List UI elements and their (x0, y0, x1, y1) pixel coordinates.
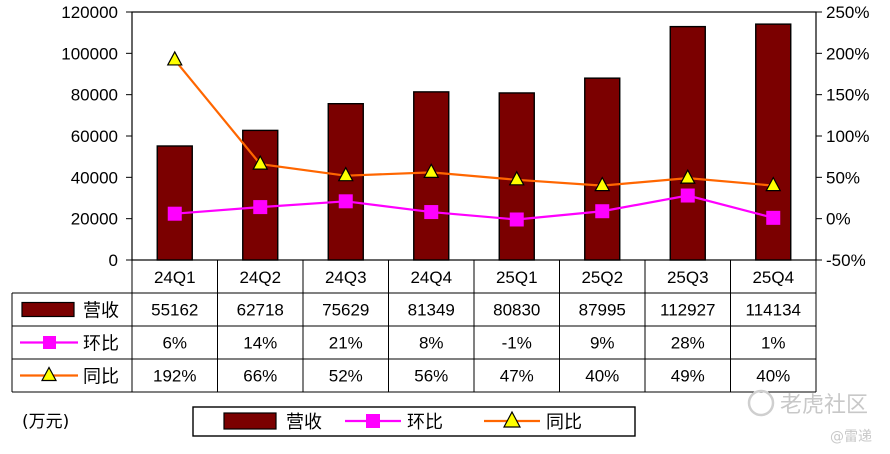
y-tick-label: 100000 (61, 44, 118, 63)
plot-area (131, 11, 817, 261)
y2-tick-label: 100% (826, 127, 869, 146)
point-square-marker (338, 194, 353, 209)
data-cell: 28% (671, 334, 705, 353)
data-cell: 14% (243, 334, 277, 353)
data-cell: 62718 (237, 301, 284, 320)
y-tick-label: 120000 (61, 3, 118, 22)
point-square-marker (595, 204, 610, 219)
data-cell: 40% (756, 367, 790, 386)
point-triangle-marker (423, 163, 440, 178)
data-cell: 87995 (579, 301, 626, 320)
category-label: 25Q4 (752, 268, 794, 287)
row-key-bar-icon (21, 301, 75, 318)
y2-tick-label: 50% (826, 168, 860, 187)
point-square-marker (680, 188, 695, 203)
point-triangle-marker (508, 170, 525, 186)
watermark-logo-icon (747, 389, 775, 417)
data-cell: 75629 (322, 301, 369, 320)
y-axis-left: 0 20000 40000 60000 80000 100000 120000 (61, 3, 132, 270)
category-label: 24Q4 (410, 268, 452, 287)
y-tick-label: 20000 (71, 210, 118, 229)
category-label: 24Q1 (154, 268, 196, 287)
data-cell: 1% (761, 334, 786, 353)
legend: 营收 环比 同比 (192, 406, 636, 437)
row-header-label: 营收 (83, 301, 119, 322)
legend-label: 同比 (546, 412, 582, 433)
y-tick-label: 40000 (71, 168, 118, 187)
data-cell: -1% (502, 334, 532, 353)
point-triangle-marker (594, 176, 611, 192)
data-table: 24Q1 24Q2 24Q3 24Q4 25Q1 25Q2 25Q3 25Q4 营收 55162 6… (11, 259, 817, 393)
point-triangle-marker (765, 176, 782, 192)
point-square-marker (509, 212, 524, 227)
point-triangle-marker (252, 154, 269, 170)
data-cell: 55162 (151, 301, 198, 320)
plot-frame (131, 11, 817, 261)
data-cell: 81349 (408, 301, 455, 320)
data-cell: 9% (590, 334, 615, 353)
data-cell: 80830 (493, 301, 540, 320)
data-cell: 49% (671, 367, 705, 386)
row-header-label: 环比 (83, 334, 119, 355)
category-label: 24Q2 (239, 268, 281, 287)
bar (156, 145, 193, 261)
series-line (174, 194, 774, 221)
point-triangle-marker (337, 166, 354, 182)
bar (327, 103, 364, 261)
data-cell: 21% (329, 334, 363, 353)
data-cell: 112927 (660, 301, 715, 320)
row-key-square-icon (43, 336, 56, 349)
y-tick-label: 60000 (71, 127, 118, 146)
unit-label: (万元) (22, 412, 69, 432)
point-triangle-marker (679, 168, 696, 184)
point-square-marker (766, 210, 781, 225)
legend-label: 营收 (286, 412, 322, 433)
y-tick-label: 0 (109, 251, 118, 270)
watermark-text: 老虎社区 (780, 393, 868, 418)
data-cell: 52% (329, 367, 363, 386)
legend-key-bar-icon (223, 412, 277, 430)
y-tick-label: 80000 (71, 86, 118, 105)
y2-tick-label: 200% (826, 44, 869, 63)
data-cell: 192% (153, 367, 196, 386)
point-triangle-marker (166, 50, 183, 66)
data-cell: 6% (162, 334, 187, 353)
category-label: 25Q1 (496, 268, 538, 287)
bar (242, 129, 279, 261)
y-axis-right: -50% 0% 50% 100% 150% 200% 250% (816, 3, 869, 270)
row-key-triangle-icon (40, 366, 58, 382)
revenue-bars (156, 23, 792, 261)
data-cell: 66% (243, 367, 277, 386)
watermark: 老虎社区 @雷递 (747, 389, 872, 445)
y2-tick-label: -50% (826, 251, 866, 270)
legend-label: 环比 (407, 412, 443, 433)
row-header-label: 同比 (83, 367, 119, 388)
point-square-marker (253, 200, 268, 215)
percent-lines (166, 50, 782, 227)
bar (584, 77, 621, 261)
series-line (173, 59, 774, 187)
data-cell: 40% (585, 367, 619, 386)
category-label: 25Q3 (667, 268, 709, 287)
y2-tick-label: 250% (826, 3, 869, 22)
y2-tick-label: 0% (826, 210, 851, 229)
bar (669, 25, 706, 261)
point-square-marker (167, 206, 182, 221)
y2-tick-label: 150% (826, 86, 869, 105)
legend-key-triangle-icon (503, 410, 521, 428)
data-cell: 56% (414, 367, 448, 386)
data-cell: 114134 (746, 301, 801, 320)
category-label: 25Q2 (581, 268, 623, 287)
legend-key-square-icon (366, 414, 380, 428)
watermark-sub: @雷递 (830, 429, 872, 445)
point-square-marker (424, 205, 439, 220)
data-cell: 8% (419, 334, 444, 353)
category-label: 24Q3 (325, 268, 367, 287)
data-cell: 47% (500, 367, 534, 386)
